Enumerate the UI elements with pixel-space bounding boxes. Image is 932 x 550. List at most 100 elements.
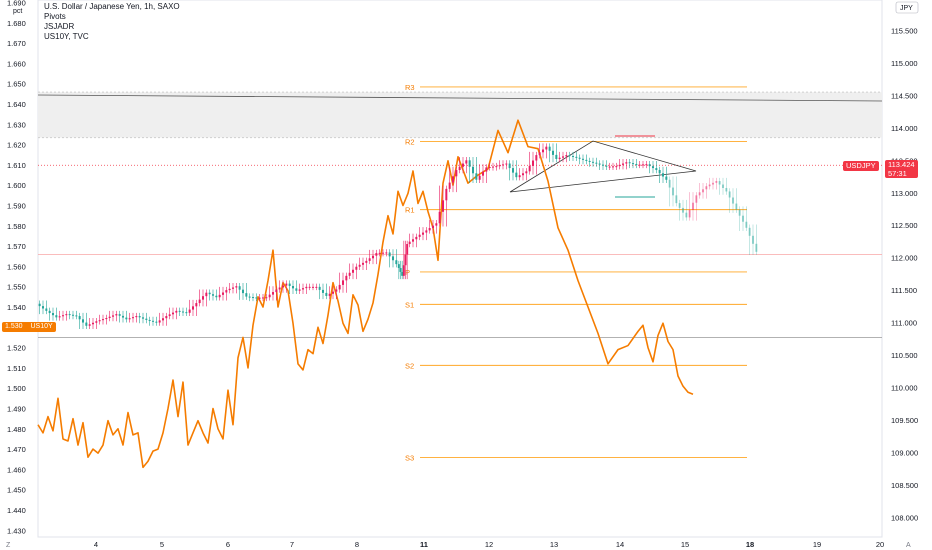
candle-body <box>238 286 241 290</box>
candle-body <box>195 303 198 307</box>
currency-box <box>895 1 919 14</box>
candle-body <box>265 297 268 299</box>
candle-body <box>248 296 251 298</box>
left-axis-tick: 1.560 <box>7 262 26 271</box>
candle-body <box>475 173 478 180</box>
candle-body <box>72 314 74 316</box>
pivot-label-s2: S2 <box>405 361 414 370</box>
candle-body <box>618 164 621 167</box>
candle-body <box>748 227 751 236</box>
x-axis-corner-left: Z <box>6 542 11 549</box>
candle-body <box>505 163 508 165</box>
candle-body <box>698 192 701 196</box>
right-axis-tick: 108.500 <box>891 481 918 490</box>
candle-body <box>632 163 634 165</box>
candle-body <box>442 200 444 212</box>
candle-body <box>462 163 464 167</box>
plot-area <box>37 0 883 538</box>
candle-body <box>92 322 94 325</box>
candle-body <box>445 188 448 201</box>
candle-body <box>308 286 311 288</box>
left-axis-tick: 1.540 <box>7 303 26 312</box>
candle-body <box>528 165 531 172</box>
candle-body <box>75 315 78 317</box>
candle-body <box>82 319 84 323</box>
usdjpy-price-tag: 113.424 57:31 <box>885 160 918 178</box>
candle-body <box>338 284 341 290</box>
right-axis-tick: 111.000 <box>891 319 917 328</box>
candle-body <box>185 312 188 314</box>
candle-body <box>678 203 681 208</box>
candle-body <box>135 316 138 318</box>
candle-body <box>552 150 554 155</box>
candle-body <box>62 315 64 317</box>
left-axis-tick: 1.550 <box>7 283 26 292</box>
candle-body <box>562 156 564 158</box>
left-axis-tick: 1.630 <box>7 120 26 129</box>
candle-body <box>365 260 368 263</box>
candle-body <box>315 286 318 288</box>
candle-body <box>404 254 407 266</box>
candle-body <box>742 215 744 222</box>
candle-body <box>728 191 731 198</box>
candle-body <box>402 265 405 276</box>
candle-body <box>522 173 524 176</box>
candle-body <box>755 243 758 252</box>
trend-line <box>37 94 883 102</box>
candle-body <box>602 164 604 166</box>
candle-body <box>322 289 324 293</box>
x-axis-tick: 13 <box>550 540 558 549</box>
right-axis-tick: 115.000 <box>891 59 918 68</box>
candle-body <box>215 295 218 298</box>
candle-body <box>612 166 614 168</box>
x-axis-tick: 7 <box>290 540 294 549</box>
candle-body <box>752 235 754 244</box>
candle-body <box>397 264 400 269</box>
left-axis-tick: 1.640 <box>7 100 26 109</box>
candle-body <box>85 322 88 326</box>
legend-pivots: Pivots <box>44 12 66 21</box>
candle-body <box>578 157 581 159</box>
candle-body <box>372 255 374 259</box>
right-axis-tick: 112.500 <box>891 221 918 230</box>
candle-body <box>682 207 684 213</box>
candle-body <box>515 172 518 178</box>
right-axis-tick: 114.500 <box>891 91 918 100</box>
candle-body <box>665 176 668 180</box>
candle-body <box>598 163 601 165</box>
candle-body <box>725 187 728 192</box>
candle-body <box>425 230 428 233</box>
candle-body <box>175 310 178 313</box>
left-axis-tick: 1.580 <box>7 222 26 231</box>
candle-body <box>42 306 44 309</box>
left-axis-tick: 1.570 <box>7 242 26 251</box>
candle-body <box>406 244 409 255</box>
candle-body <box>655 168 658 171</box>
candle-body <box>278 287 281 290</box>
candle-body <box>78 316 81 320</box>
candle-body <box>658 170 661 174</box>
candle-body <box>305 286 308 289</box>
candle-body <box>595 162 598 164</box>
right-axis-tick: 113.000 <box>891 189 918 198</box>
candle-body <box>745 221 748 228</box>
candle-body <box>375 253 378 256</box>
candle-body <box>38 303 41 307</box>
candle-body <box>715 181 718 183</box>
candle-body <box>108 316 111 319</box>
candle-body <box>68 314 71 316</box>
legend-us10y: US10Y, TVC <box>44 32 89 41</box>
candle-body <box>401 271 404 276</box>
candle-body <box>295 288 298 291</box>
candle-body <box>432 225 434 229</box>
left-axis-tick: 1.510 <box>7 364 26 373</box>
candle-body <box>105 318 108 320</box>
candle-body <box>702 189 704 193</box>
candle-body <box>605 165 608 167</box>
pivot-label-s3: S3 <box>405 454 414 463</box>
candle-body <box>548 146 551 151</box>
candle-body <box>368 258 371 261</box>
candle-body <box>132 317 134 319</box>
candle-body <box>358 264 361 267</box>
